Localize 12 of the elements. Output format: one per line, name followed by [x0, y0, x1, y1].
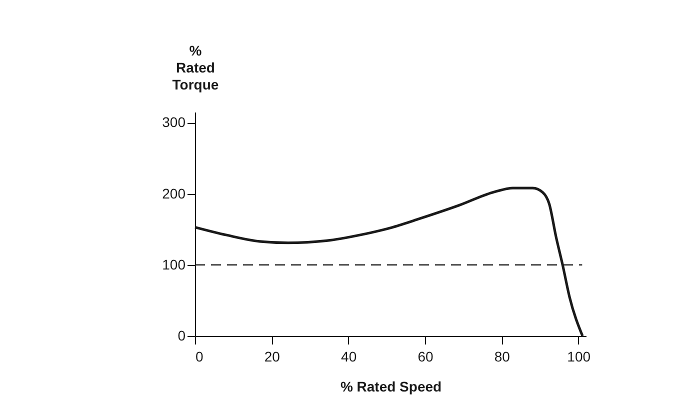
x-tick-label: 40 [341, 348, 357, 364]
x-tick-label: 80 [494, 348, 510, 364]
x-tick-label: 100 [567, 348, 591, 364]
y-tick-label: 200 [162, 185, 186, 202]
y-tick-label: 300 [162, 114, 186, 130]
y-tick-label: 100 [162, 256, 186, 272]
x-axis-title: % Rated Speed [340, 378, 442, 394]
y-tick-label: 0 [178, 328, 186, 344]
y-axis-title: % Rated Torque [172, 42, 219, 92]
x-tick-label: 0 [196, 348, 204, 364]
x-tick-label: 60 [418, 348, 434, 364]
x-tick-label: 20 [264, 348, 280, 364]
